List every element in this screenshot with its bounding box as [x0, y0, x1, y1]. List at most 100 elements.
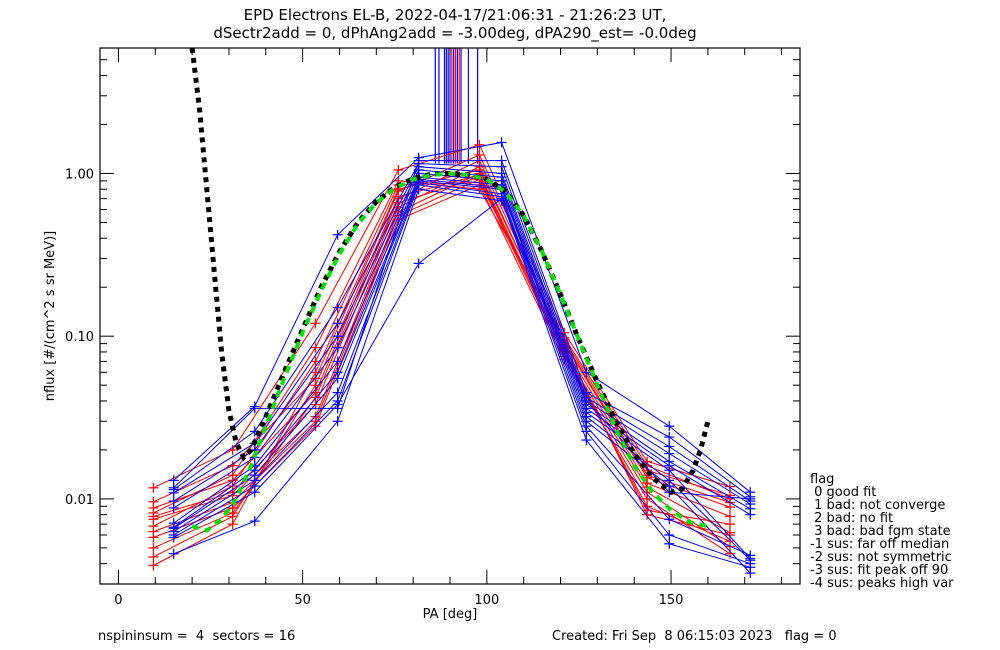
y-tick-label: 0.01: [65, 493, 94, 508]
blue-data-point: [249, 403, 260, 414]
blue-data-point: [745, 509, 756, 520]
x-tick-label: 0: [114, 593, 122, 608]
chart-title: EPD Electrons EL-B, 2022-04-17/21:06:31 …: [213, 6, 696, 43]
blue-data-point: [664, 538, 675, 549]
blue-series-line: [173, 160, 751, 498]
blue-data-point: [332, 416, 343, 427]
blue-series-line: [173, 176, 751, 559]
blue-data-point: [168, 532, 179, 543]
blue-data-point: [413, 258, 424, 269]
red-data-point: [148, 521, 159, 532]
blue-data-point: [413, 184, 424, 195]
blue-data-point: [332, 229, 343, 240]
blue-data-point: [332, 302, 343, 313]
red-data-point: [474, 139, 485, 150]
red-data-point: [642, 509, 653, 520]
blue-data-point: [664, 530, 675, 541]
blue-data-point: [664, 421, 675, 432]
x-tick-label: 150: [659, 593, 684, 608]
red-data-point: [227, 519, 238, 530]
y-tick-label: 1.00: [65, 167, 94, 182]
red-data-point: [725, 481, 735, 492]
legend-entry: 0 good fit: [810, 485, 876, 500]
red-data-point: [725, 519, 735, 530]
plot-data: [148, 48, 756, 579]
fit-curve-black: [189, 48, 711, 495]
blue-data-point: [332, 331, 343, 342]
red-data-point: [148, 560, 159, 571]
blue-series-line: [173, 188, 751, 555]
red-data-point: [310, 342, 321, 353]
red-series-line: [153, 144, 731, 489]
legend-entry: 2 bad: no fit: [810, 511, 893, 526]
red-data-point: [474, 164, 485, 175]
legend-title: flag: [810, 472, 834, 487]
blue-data-point: [332, 342, 343, 353]
blue-data-point: [745, 562, 756, 573]
blue-data-point: [249, 487, 260, 498]
legend: flag 0 good fit 1 bad: not converge 2 ba…: [810, 472, 954, 591]
blue-data-point: [581, 395, 592, 406]
legend-entry: -1 sus: far off median: [810, 537, 949, 552]
blue-data-point: [332, 373, 343, 384]
blue-series-line: [173, 163, 751, 502]
blue-data-point: [496, 137, 507, 148]
blue-series-line: [173, 180, 751, 574]
blue-data-point: [332, 399, 343, 410]
blue-data-point: [745, 493, 756, 504]
fit-curves: [189, 48, 711, 533]
blue-data-point: [168, 502, 179, 513]
blue-data-point: [581, 435, 592, 446]
red-series-line: [153, 172, 731, 534]
x-axis-label: PA [deg]: [423, 607, 478, 622]
footer-left: nspininsum = 4 sectors = 16: [98, 629, 295, 644]
red-data-point: [148, 482, 159, 493]
legend-entry: 1 bad: not converge: [810, 498, 945, 513]
blue-series-line: [173, 141, 751, 493]
red-series-line: [153, 178, 731, 547]
y-tick-label: 0.10: [65, 330, 94, 345]
blue-data-point: [249, 516, 260, 527]
blue-data-point: [664, 514, 675, 525]
red-data-point: [725, 530, 735, 541]
red-data-point: [310, 392, 321, 403]
x-tick-label: 100: [474, 593, 499, 608]
legend-entry: -4 sus: peaks high var: [810, 576, 954, 591]
legend-entry: -3 sus: fit peak off 90: [810, 563, 948, 578]
legend-entry: 3 bad: bad fgm state: [810, 524, 951, 539]
red-data-point: [148, 507, 159, 518]
red-data-point: [148, 532, 159, 543]
red-data-point: [148, 551, 159, 562]
red-series-line: [153, 154, 731, 503]
footer-right: Created: Fri Sep 8 06:15:03 2023 flag = …: [552, 629, 837, 644]
red-data-point: [725, 548, 735, 559]
red-data-point: [474, 184, 485, 195]
blue-series-line: [173, 181, 751, 556]
title-line-2: dSectr2add = 0, dPhAng2add = -3.00deg, d…: [213, 24, 696, 43]
blue-series-line: [173, 197, 751, 568]
red-data-point: [310, 318, 321, 329]
red-series-line: [153, 176, 731, 549]
blue-data-point: [664, 465, 675, 476]
blue-data-point: [332, 318, 343, 329]
red-series-line: [153, 169, 731, 566]
y-axis-label: nflux [#/(cm^2 s sr MeV)]: [43, 231, 58, 401]
red-data-point: [393, 164, 404, 175]
red-data-point: [227, 470, 238, 481]
axis-ticks: 0 50 100 150 0.01 0.10 1.00: [65, 48, 800, 608]
blue-series-line: [173, 169, 751, 510]
x-tick-label: 50: [294, 593, 311, 608]
blue-series-line: [173, 166, 751, 505]
blue-series-line: [173, 178, 751, 561]
fit-curve-green: [191, 171, 709, 533]
blue-series-line: [173, 172, 751, 516]
blue-data-point: [581, 367, 592, 378]
blue-data-point: [664, 432, 675, 443]
red-series-line: [153, 174, 731, 558]
blue-data-point: [168, 548, 179, 559]
red-data-point: [310, 421, 321, 432]
blue-data-point: [332, 356, 343, 367]
blue-series-line: [173, 184, 751, 565]
red-data-point: [148, 542, 159, 553]
